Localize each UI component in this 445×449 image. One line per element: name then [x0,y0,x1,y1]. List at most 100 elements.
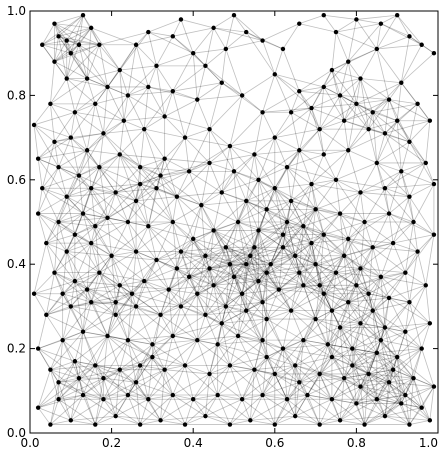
graph-edge [388,272,406,299]
graph-edge [384,377,414,417]
graph-edge [274,73,300,92]
graph-edge [225,15,235,50]
graph-edge [86,243,92,290]
graph-edge [70,301,116,307]
graph-node [431,232,437,237]
graph-edge [311,242,345,257]
graph-edge [33,293,47,316]
graph-edge [335,23,381,33]
graph-edge [413,348,423,379]
graph-edge [148,86,173,92]
graph-edge [58,167,68,197]
graph-edge [266,209,288,223]
graph-node [215,392,220,398]
graph-edge [238,335,263,341]
graph-edge [160,175,174,223]
graph-node [211,228,216,233]
graph-edge [323,272,337,294]
graph-node [386,380,392,385]
graph-edge [66,225,96,252]
graph-edge [401,162,426,172]
graph-edge [339,213,374,248]
graph-edge [323,268,361,295]
graph-node [84,287,90,292]
graph-edge [176,268,198,294]
graph-edge [103,369,120,379]
graph-edge [54,272,76,282]
graph-edge [139,344,153,366]
graph-edge [384,187,410,198]
graph-edge [86,272,100,290]
graph-edge [299,90,341,96]
graph-node [244,29,249,35]
graph-edge [331,301,349,311]
graph-edge [140,166,161,176]
graph-edge [213,230,247,265]
graph-edge [107,335,121,370]
graph-edge [266,208,304,227]
graph-edge [74,280,92,303]
graph-edge [311,107,321,130]
graph-edge [372,246,418,252]
graph-edge [119,154,157,189]
graph-node [260,392,265,398]
graph-edge [172,335,198,341]
graph-edge [103,382,137,400]
graph-edge [229,137,275,147]
graph-edge [209,268,214,286]
graph-edge [164,99,198,117]
graph-edge [82,314,116,333]
graph-edge [107,335,153,358]
graph-edge [192,52,206,67]
graph-edge [70,301,92,307]
graph-edge [82,369,120,396]
graph-edge [303,310,333,341]
graph-node [268,262,273,267]
graph-edge [91,187,137,202]
graph-node [199,202,204,208]
graph-node [272,72,277,77]
graph-edge [229,230,259,265]
graph-edge [400,141,410,172]
graph-edge [229,339,263,366]
graph-edge [393,234,435,244]
graph-node [260,110,265,115]
graph-edge [205,255,210,269]
graph-edge [123,86,149,121]
graph-edge [54,23,100,46]
graph-edge [37,348,59,383]
graph-edge [50,61,55,104]
graph-edge [360,221,365,269]
graph-edge [196,268,210,294]
graph-edge [348,48,377,63]
graph-edge [86,150,92,189]
graph-edge [127,365,141,396]
graph-edge [78,175,116,193]
graph-edge [168,289,206,316]
graph-edge [33,124,71,138]
graph-edge [286,221,324,236]
graph-edge [107,217,129,223]
graph-node [195,291,200,296]
graph-edge [323,69,333,88]
graph-edge [229,112,263,147]
graph-edge [58,365,96,383]
graph-edge [95,217,108,227]
graph-edge [46,289,88,316]
y-tick-label: 0.0 [7,426,26,440]
graph-edge [368,120,398,130]
graph-node [399,401,404,406]
graph-edge [360,373,369,387]
graph-edge [376,141,410,164]
graph-edge [315,179,337,210]
graph-edge [82,377,104,396]
graph-edge [103,377,149,400]
graph-node [93,422,98,427]
graph-edge [176,196,214,231]
graph-node [297,380,302,385]
graph-node [186,274,192,280]
graph-edge [147,175,161,227]
graph-edge [344,111,373,122]
graph-edge [303,213,341,227]
graph-edge [339,95,369,130]
